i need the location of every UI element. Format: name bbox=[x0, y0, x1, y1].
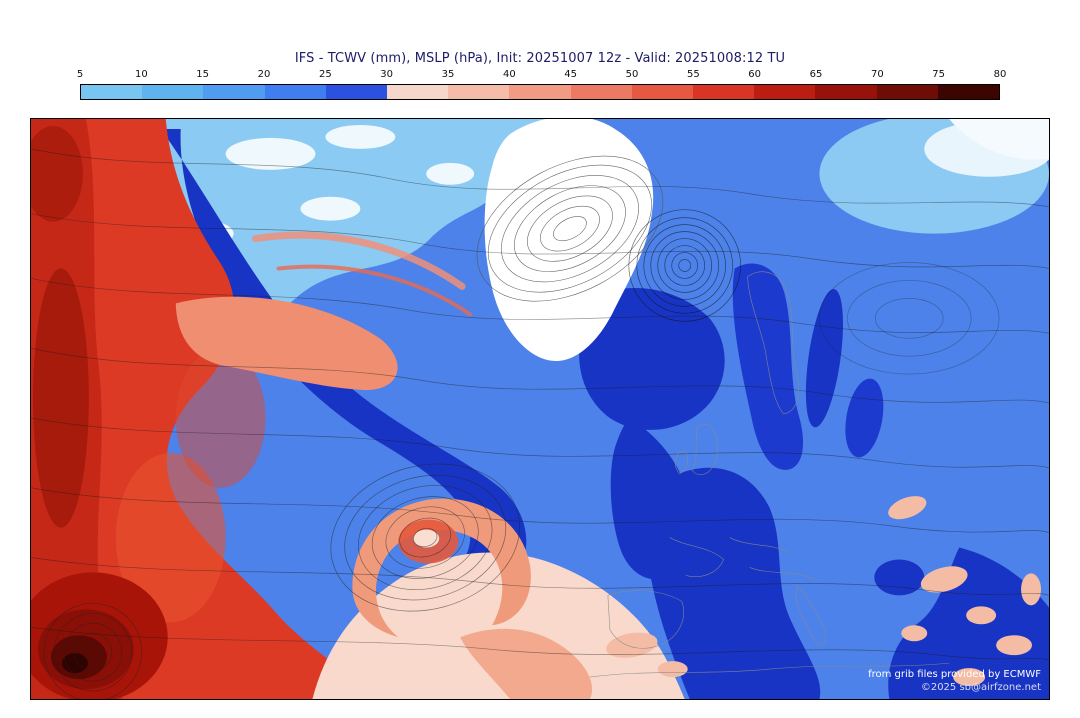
colorbar-tick-label: 15 bbox=[196, 69, 210, 80]
credit-source: from grib files provided by ECMWF bbox=[868, 669, 1041, 680]
colorbar-tick-label: 5 bbox=[76, 69, 84, 80]
greenland-contours bbox=[476, 155, 664, 302]
colorbar-tick-label: 35 bbox=[441, 69, 455, 80]
coastlines bbox=[589, 271, 950, 678]
salmon-patches bbox=[606, 496, 1042, 687]
weather-map-canvas bbox=[31, 119, 1049, 699]
colorbar-tick-label: 80 bbox=[993, 69, 1007, 80]
navy-band bbox=[874, 559, 925, 596]
navy-plume-iceland bbox=[579, 288, 725, 430]
navy-band bbox=[769, 660, 810, 685]
colorbar-segment bbox=[876, 85, 938, 99]
colorbar-segment bbox=[325, 85, 388, 99]
red-blob bbox=[175, 348, 266, 488]
west-low-rings bbox=[43, 602, 143, 699]
colorbar-tick-label: 10 bbox=[134, 69, 148, 80]
colorbar-tick-label: 50 bbox=[625, 69, 639, 80]
maroon-blob bbox=[31, 125, 83, 222]
white-patch bbox=[426, 162, 475, 185]
colorbar-segment bbox=[509, 85, 571, 99]
map-credits: from grib files provided by ECMWF ©2025 … bbox=[868, 668, 1041, 694]
salmon-arm bbox=[175, 296, 398, 391]
colorbar-segment bbox=[754, 85, 816, 99]
red-blob bbox=[115, 452, 226, 623]
salmon-spiral bbox=[352, 498, 531, 638]
colorbar-ticks: 5 10 15 20 25 30 35 40 45 50 55 60 65 70 75 80 bbox=[76, 69, 1007, 82]
colorbar-segment bbox=[387, 85, 449, 99]
colorbar-segment bbox=[203, 85, 265, 99]
colorbar-segments bbox=[80, 84, 1000, 100]
iceland-low-rings bbox=[628, 209, 741, 322]
isobar-lines bbox=[31, 148, 1049, 661]
maroon-blob bbox=[32, 268, 89, 528]
colorbar-tick-label: 65 bbox=[809, 69, 823, 80]
colorbar-segment bbox=[570, 85, 632, 99]
colorbar-tick-label: 75 bbox=[932, 69, 946, 80]
atlantic-low-rings bbox=[330, 463, 520, 612]
colorbar-tick-label: 40 bbox=[502, 69, 516, 80]
colorbar-segment bbox=[264, 85, 326, 99]
colorbar-segment bbox=[693, 85, 755, 99]
salmon-swath bbox=[460, 628, 593, 699]
navy-plume-main bbox=[160, 128, 527, 595]
map-frame: from grib files provided by ECMWF ©2025 … bbox=[30, 118, 1050, 700]
colorbar-tick-label: 70 bbox=[870, 69, 884, 80]
navy-band bbox=[845, 378, 884, 458]
colorbar-segment bbox=[815, 85, 877, 99]
colorbar-tick-label: 30 bbox=[380, 69, 394, 80]
colorbar-tick-label: 45 bbox=[564, 69, 578, 80]
white-patch bbox=[325, 124, 396, 149]
colorbar-tick-label: 20 bbox=[257, 69, 271, 80]
spiral-eye bbox=[413, 529, 440, 548]
colorbar-segment bbox=[631, 85, 694, 99]
navy-band bbox=[805, 289, 844, 428]
white-patch bbox=[300, 196, 361, 221]
colorbar-segment bbox=[81, 85, 143, 99]
colorbar-segment bbox=[448, 85, 510, 99]
moist-streak bbox=[276, 264, 473, 317]
colorbar-tick-label: 60 bbox=[748, 69, 762, 80]
ridge-rings bbox=[819, 262, 1000, 375]
credit-copyright: ©2025 sb@airfzone.net bbox=[920, 682, 1041, 693]
white-patch bbox=[949, 119, 1049, 160]
colorbar-segment bbox=[937, 85, 1000, 99]
colorbar-tick-label: 25 bbox=[318, 69, 332, 80]
navy-region-europe bbox=[647, 467, 821, 699]
navy-band bbox=[694, 629, 765, 666]
map-title: IFS - TCWV (mm), MSLP (hPa), Init: 20251… bbox=[294, 51, 786, 66]
colorbar: 5 10 15 20 25 30 35 40 45 50 55 60 65 70 75 80 bbox=[76, 69, 1007, 100]
colorbar-segment bbox=[142, 85, 204, 99]
colorbar-tick-label: 55 bbox=[686, 69, 700, 80]
moist-streak bbox=[252, 231, 466, 290]
navy-region-se bbox=[888, 547, 1049, 699]
white-patch bbox=[225, 137, 316, 170]
